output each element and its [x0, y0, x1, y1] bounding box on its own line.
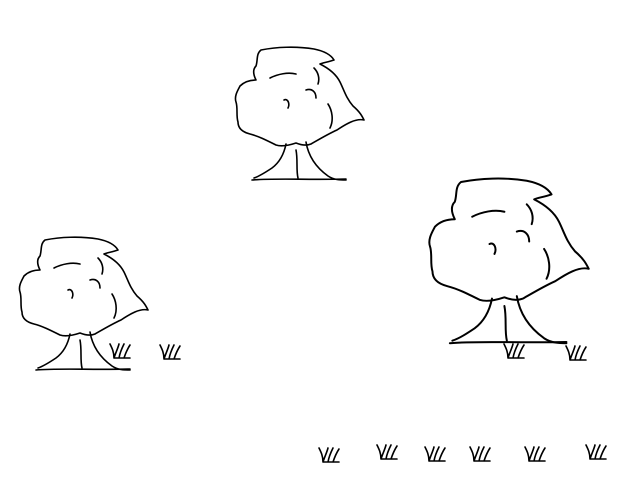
grass-tuft: [525, 447, 545, 461]
grass-tuft: [566, 346, 586, 360]
grass-tuft: [470, 447, 490, 461]
grass-tuft: [377, 445, 397, 459]
tree-top-center: [235, 47, 364, 180]
tree-left: [19, 237, 148, 370]
tree-right: [429, 179, 588, 344]
grass-tuft: [504, 344, 524, 358]
grass-tuft: [110, 344, 130, 358]
grass-tuft: [586, 445, 606, 459]
grass-tuft: [160, 345, 180, 359]
grass-tuft: [319, 448, 339, 462]
grass-tuft: [425, 447, 445, 461]
